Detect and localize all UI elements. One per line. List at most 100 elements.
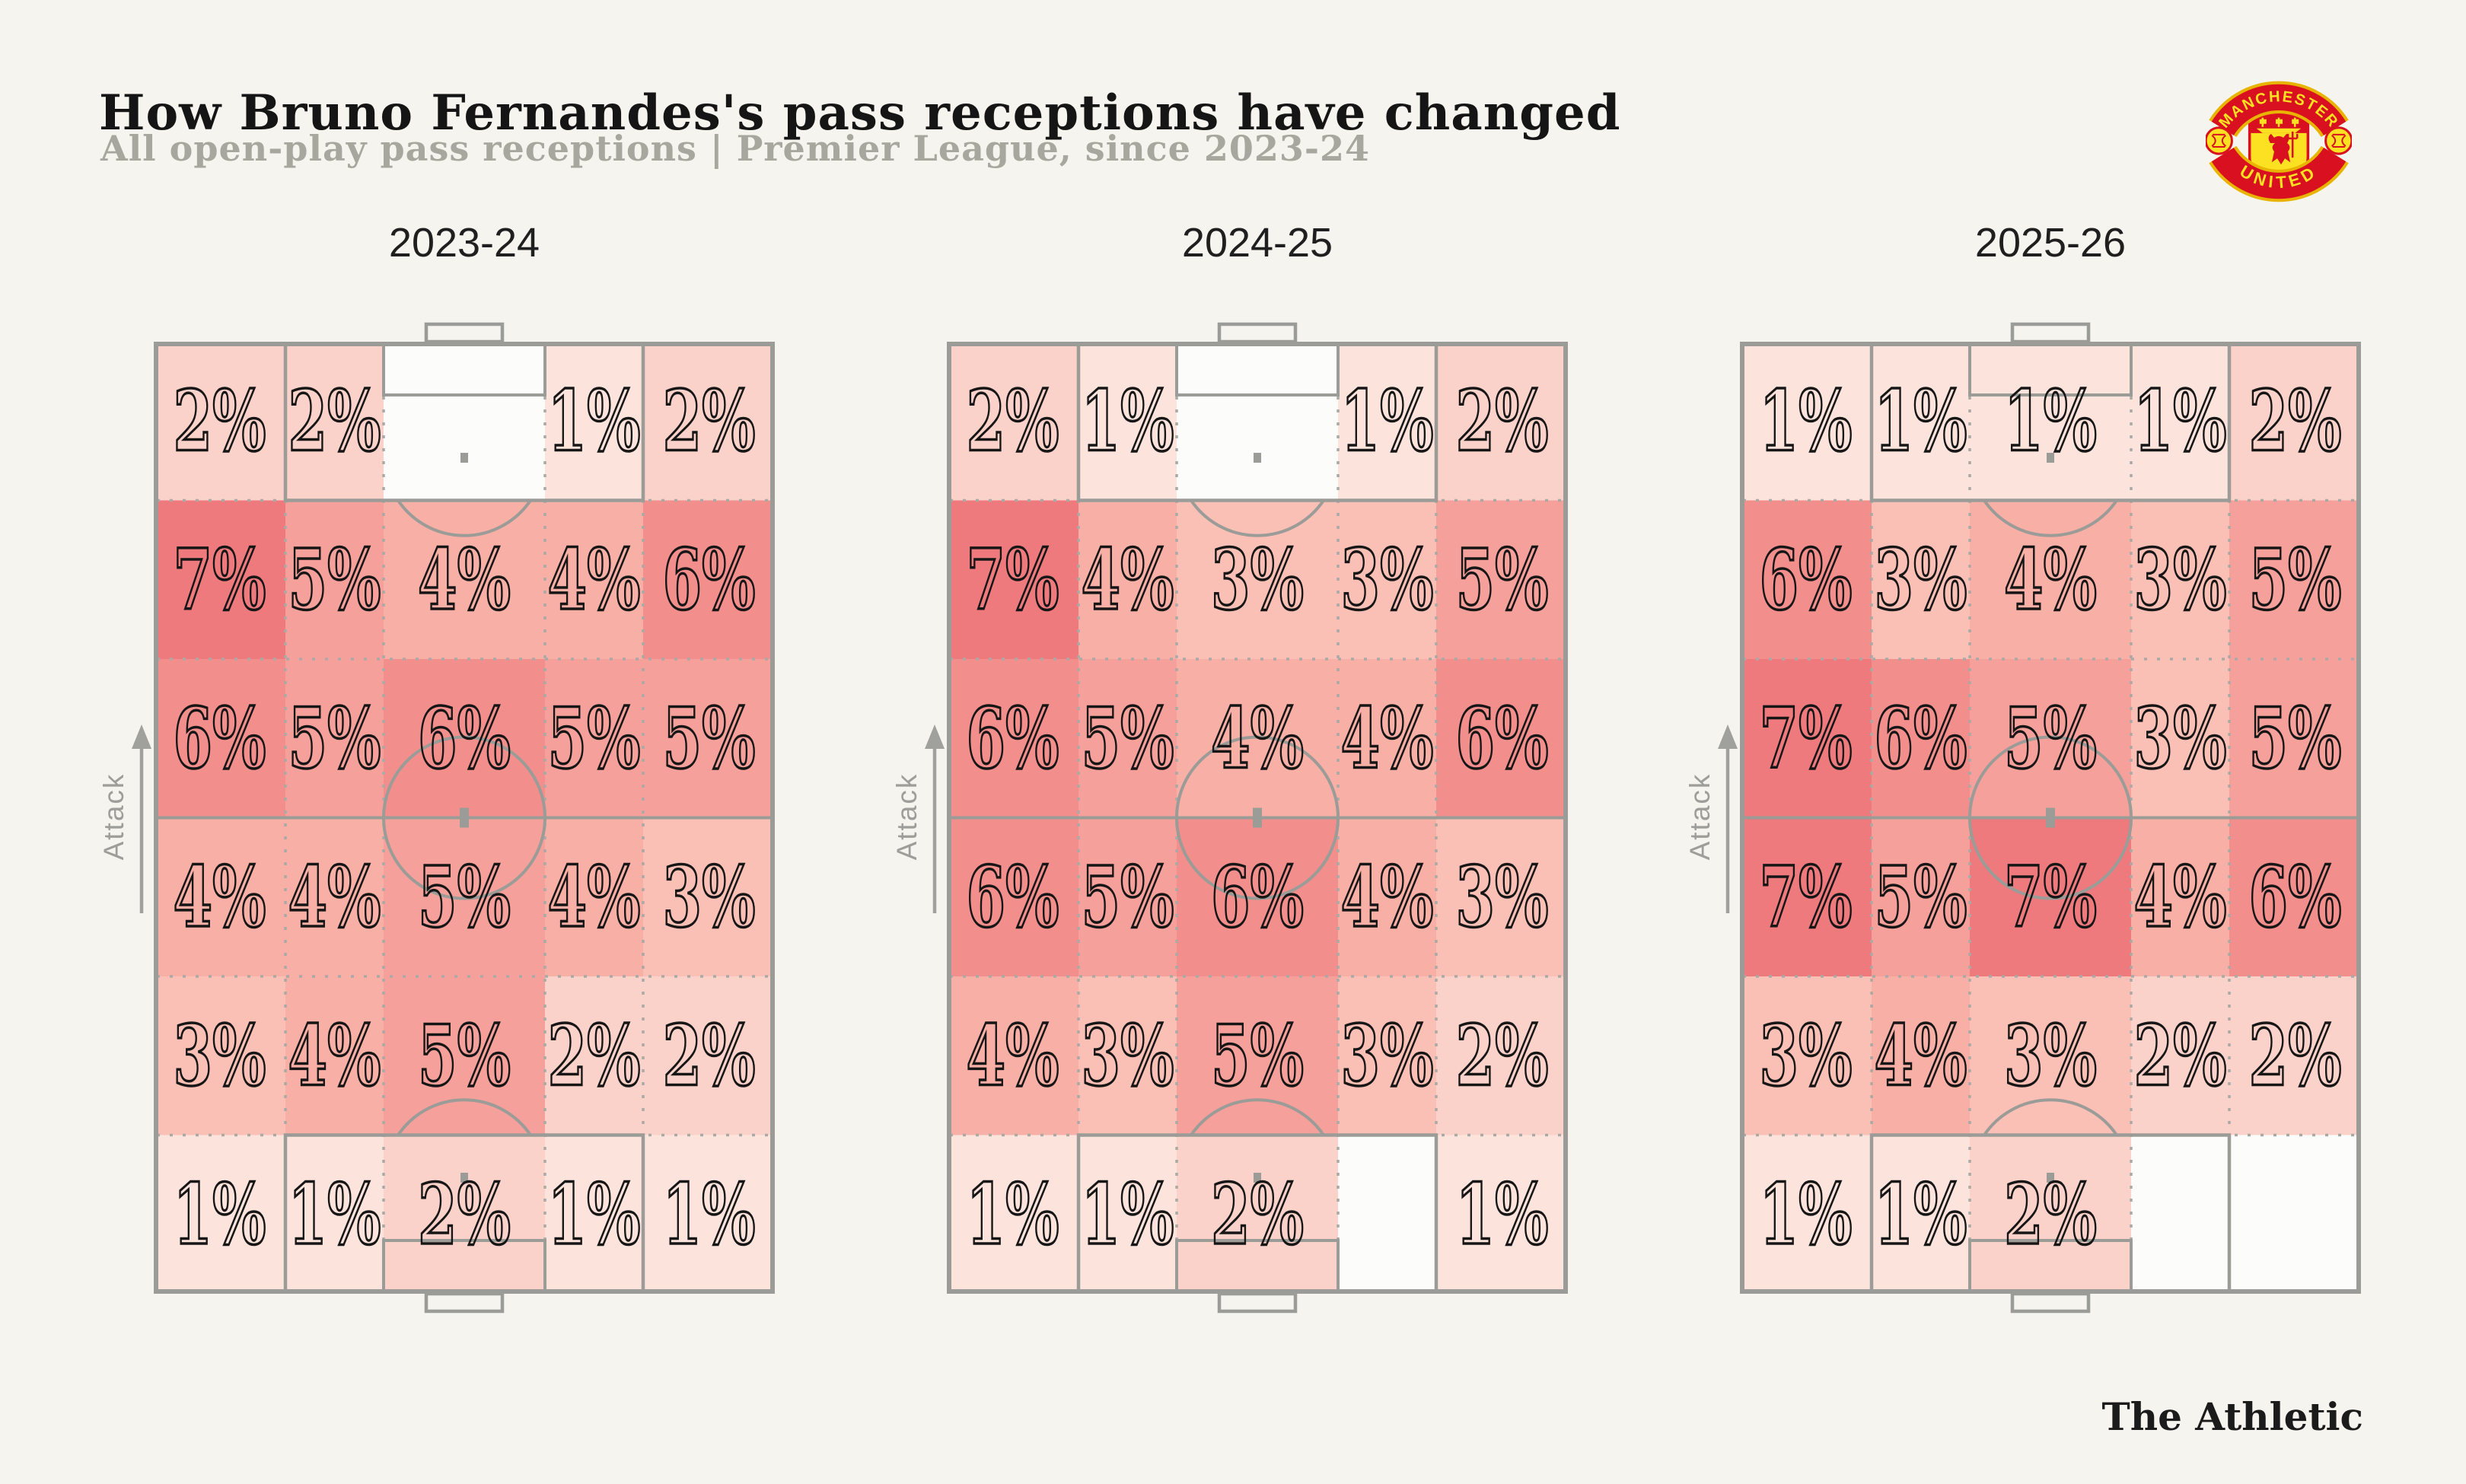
zone-cell-r4c1 xyxy=(1078,976,1177,1135)
zone-cell-r0c0 xyxy=(154,342,285,501)
pitch-markings xyxy=(1740,322,2361,1314)
zone-cell-r4c4 xyxy=(643,976,775,1135)
zone-value: 1% xyxy=(288,1165,381,1263)
brand-wordmark: The Athletic xyxy=(2101,1394,2363,1439)
zone-grid-lines xyxy=(950,345,1565,1291)
zone-value: 2% xyxy=(1211,1165,1304,1263)
zone-cell-r1c1 xyxy=(285,500,384,659)
zone-value: 5% xyxy=(2249,689,2342,787)
zone-cell-r2c0 xyxy=(1740,659,1872,818)
zone-value: 5% xyxy=(1082,689,1174,787)
zone-cell-r2c3 xyxy=(545,659,643,818)
zone-value: 4% xyxy=(2134,848,2227,946)
zone-cell-r1c3 xyxy=(545,500,643,659)
zone-cell-r0c2 xyxy=(1177,342,1338,501)
zone-cell-r4c4 xyxy=(1436,976,1568,1135)
zone-value: 2% xyxy=(288,371,381,470)
zone-value: 7% xyxy=(174,530,266,629)
zone-cell-r0c3 xyxy=(2131,342,2229,501)
page-subtitle: All open-play pass receptions | Premier … xyxy=(100,128,1371,169)
zone-cell-r0c0 xyxy=(947,342,1078,501)
crest-top-banner: MANCHESTER xyxy=(2209,81,2349,138)
zone-cell-r0c4 xyxy=(2229,342,2361,501)
zone-value: 2% xyxy=(548,1006,641,1104)
zone-value: 5% xyxy=(1082,848,1174,946)
zone-cell-r3c1 xyxy=(285,817,384,976)
zone-cell-r1c0 xyxy=(947,500,1078,659)
zone-value: 1% xyxy=(548,371,641,470)
zone-cell-r2c4 xyxy=(643,659,775,818)
zone-value: 6% xyxy=(1760,530,1853,629)
zone-cell-r3c4 xyxy=(2229,817,2361,976)
zone-cell-r1c2 xyxy=(1970,500,2131,659)
zone-cell-r1c1 xyxy=(1078,500,1177,659)
zone-value: 2% xyxy=(967,371,1059,470)
zone-value: 7% xyxy=(2004,848,2097,946)
zone-value: 1% xyxy=(2004,371,2097,470)
zone-cell-r5c4 xyxy=(2229,1135,2361,1294)
zone-cell-r1c4 xyxy=(643,500,775,659)
crest-devil-icon xyxy=(2268,131,2299,165)
zone-cell-r0c2 xyxy=(384,342,545,501)
page-title: How Bruno Fernandes's pass receptions ha… xyxy=(99,84,1621,142)
season-pitch-2023-24: 2023-24 Attack 2% 2% 1% 2% 7% 5% 4% 4% 6% 6% 5% 6% 5% 5… xyxy=(62,213,793,1339)
zone-value: 7% xyxy=(1760,848,1853,946)
zone-cell-r2c1 xyxy=(285,659,384,818)
zone-cell-r2c4 xyxy=(1436,659,1568,818)
zone-cell-r4c0 xyxy=(1740,976,1872,1135)
attack-label: Attack xyxy=(98,772,129,861)
zone-cell-r2c4 xyxy=(2229,659,2361,818)
zone-cell-r1c2 xyxy=(384,500,545,659)
zone-cell-r0c4 xyxy=(1436,342,1568,501)
zone-value: 5% xyxy=(1875,848,1967,946)
zone-cell-r5c0 xyxy=(1740,1135,1872,1294)
zone-value: 5% xyxy=(288,530,381,629)
zone-cell-r2c3 xyxy=(2131,659,2229,818)
zone-value: 6% xyxy=(418,689,511,787)
manchester-united-crest: MANCHESTER UNITED xyxy=(2206,81,2352,202)
crest-bottom-banner: UNITED xyxy=(2209,145,2349,202)
season-pitch-2025-26: 2025-26 Attack 1% 1% 1% 1% 2% 6% 3% 4% 3% 5% 7% 6% 5% 3… xyxy=(1649,213,2379,1339)
zone-value: 4% xyxy=(174,848,266,946)
season-label: 2023-24 xyxy=(388,220,540,266)
zone-cell-r0c1 xyxy=(1078,342,1177,501)
zone-value: 2% xyxy=(174,371,266,470)
zone-cell-r4c0 xyxy=(947,976,1078,1135)
zone-cell-r4c0 xyxy=(154,976,285,1135)
pitch-markings xyxy=(154,322,775,1314)
zone-value: 5% xyxy=(418,848,511,946)
zone-value: 4% xyxy=(1341,848,1434,946)
zone-cell-r5c3 xyxy=(1338,1135,1436,1294)
zone-cell-r3c4 xyxy=(1436,817,1568,976)
zone-grid-lines xyxy=(1743,345,2358,1291)
season-pitch-2024-25: 2024-25 Attack 2% 1% 1% 2% 7% 4% 3% 3% 5% 6% 5% 4% 4% 6… xyxy=(855,213,1586,1339)
zone-value: 6% xyxy=(967,689,1059,787)
zone-cell-r4c1 xyxy=(285,976,384,1135)
zone-cell-r2c0 xyxy=(947,659,1078,818)
zone-value: 3% xyxy=(2134,530,2227,629)
season-label: 2024-25 xyxy=(1181,220,1333,266)
zone-value: 4% xyxy=(1875,1006,1967,1104)
zone-value: 3% xyxy=(1082,1006,1174,1104)
zone-value: 3% xyxy=(174,1006,266,1104)
zone-value: 1% xyxy=(1082,371,1174,470)
zone-value: 2% xyxy=(663,371,756,470)
zone-cell-r0c4 xyxy=(643,342,775,501)
pitch-heatmap-2024-25: 2% 1% 1% 2%7% 4% 3% 3% 5%6% 5% 4% 4% 6%6% 5% 6% 4% 3%4%… xyxy=(947,322,1568,1314)
zone-cell-r1c4 xyxy=(1436,500,1568,659)
pitch-markings xyxy=(947,322,1568,1314)
zone-value: 5% xyxy=(288,689,381,787)
zone-cell-r4c2 xyxy=(1970,976,2131,1135)
zone-value: 5% xyxy=(663,689,756,787)
zone-cell-r4c2 xyxy=(1177,976,1338,1135)
zone-value: 1% xyxy=(1875,1165,1967,1263)
zone-cell-r1c3 xyxy=(1338,500,1436,659)
crest-football-left-icon xyxy=(2206,126,2233,155)
zone-cell-r0c1 xyxy=(1872,342,1970,501)
zone-cell-r5c1 xyxy=(1078,1135,1177,1294)
zone-value: 4% xyxy=(967,1006,1059,1104)
zone-value: 3% xyxy=(663,848,756,946)
zone-value: 1% xyxy=(967,1165,1059,1263)
crest-football-right-icon xyxy=(2324,126,2352,155)
